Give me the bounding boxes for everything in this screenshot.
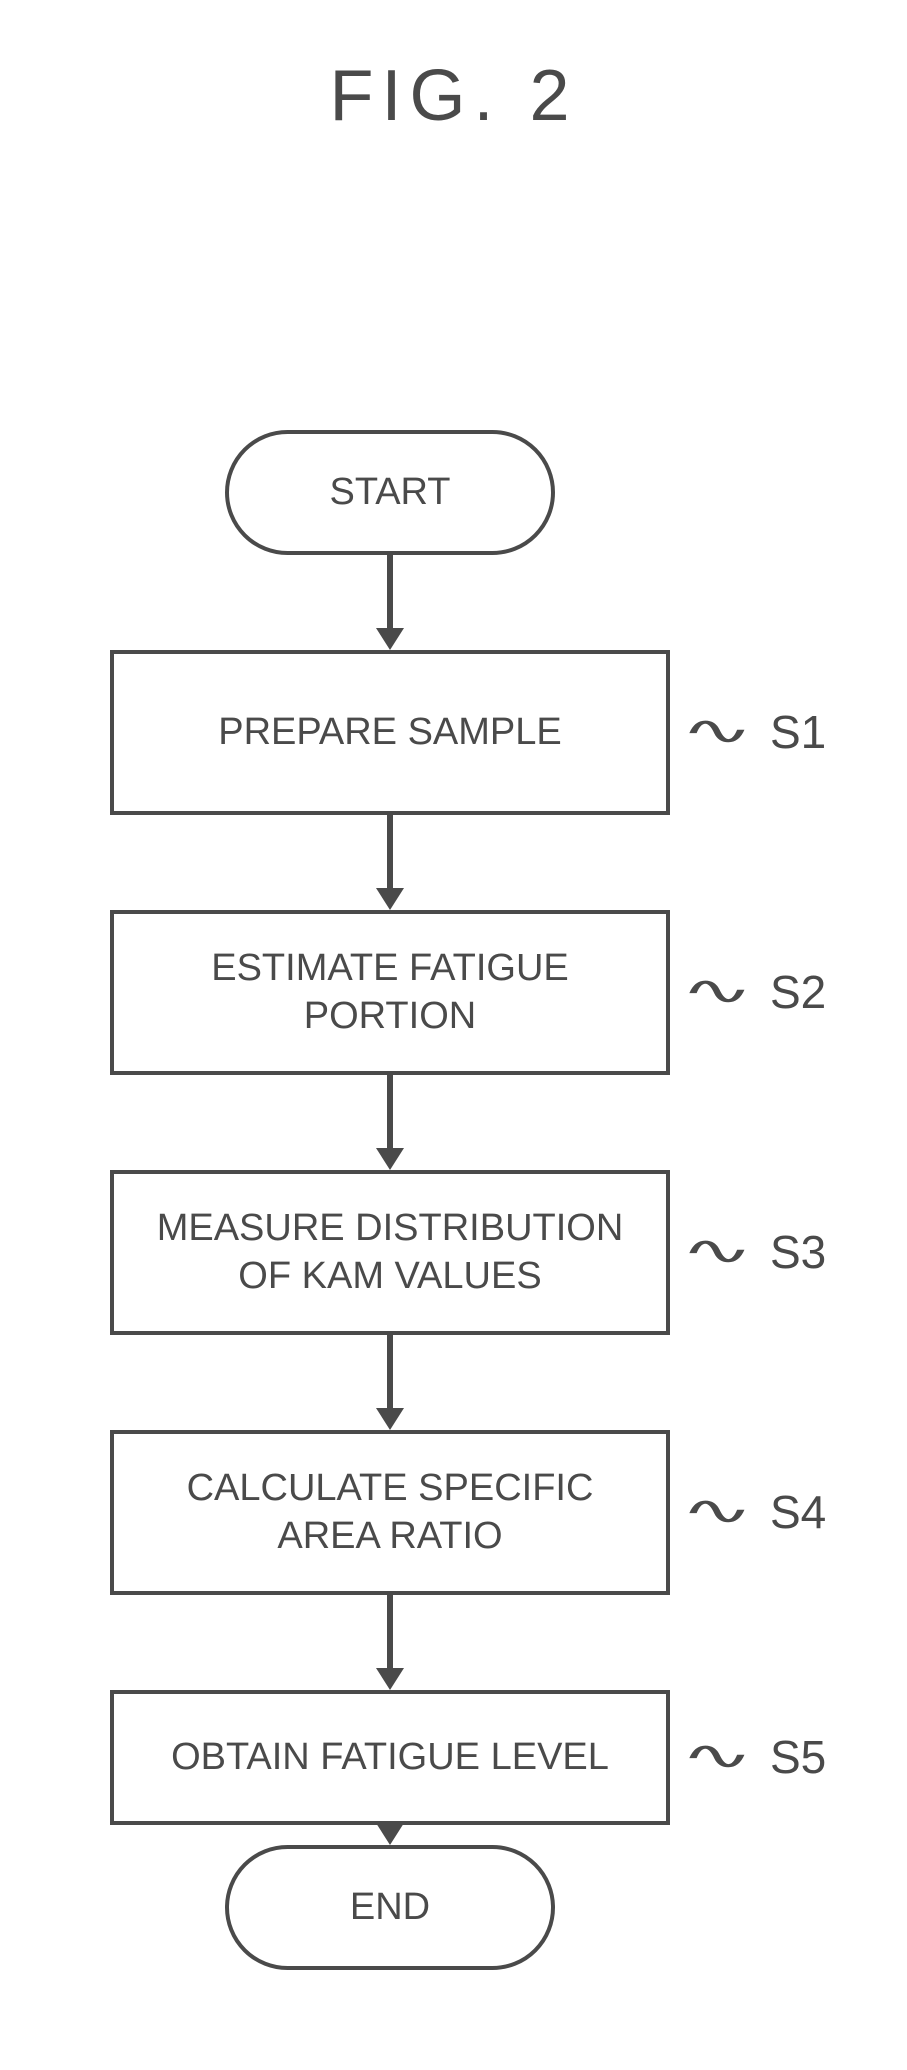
start-terminator: START bbox=[225, 430, 555, 555]
arrow-head-icon bbox=[376, 1408, 404, 1430]
tilde-connector: ∿ bbox=[680, 1736, 754, 1776]
end-label: END bbox=[350, 1886, 430, 1929]
process-step: PREPARE SAMPLE bbox=[110, 650, 670, 815]
process-step: ESTIMATE FATIGUE PORTION bbox=[110, 910, 670, 1075]
tilde-connector: ∿ bbox=[680, 1231, 754, 1271]
arrow-stem bbox=[387, 1595, 393, 1668]
step-label: S3 bbox=[770, 1225, 826, 1279]
process-step: MEASURE DISTRIBUTION OF KAM VALUES bbox=[110, 1170, 670, 1335]
tilde-connector: ∿ bbox=[680, 1491, 754, 1531]
figure-title: FIG. 2 bbox=[0, 55, 907, 137]
arrow-head-icon bbox=[376, 888, 404, 910]
step-label: S5 bbox=[770, 1730, 826, 1784]
end-terminator: END bbox=[225, 1845, 555, 1970]
tilde-connector: ∿ bbox=[680, 971, 754, 1011]
process-step: CALCULATE SPECIFIC AREA RATIO bbox=[110, 1430, 670, 1595]
start-label: START bbox=[329, 471, 450, 514]
process-step-text: ESTIMATE FATIGUE PORTION bbox=[211, 945, 569, 1040]
process-step: OBTAIN FATIGUE LEVEL bbox=[110, 1690, 670, 1825]
step-label: S4 bbox=[770, 1485, 826, 1539]
arrow-head-icon bbox=[376, 1148, 404, 1170]
arrow-head-icon bbox=[376, 1668, 404, 1690]
arrow-head-icon bbox=[376, 628, 404, 650]
step-label: S2 bbox=[770, 965, 826, 1019]
tilde-connector: ∿ bbox=[680, 711, 754, 751]
process-step-text: MEASURE DISTRIBUTION OF KAM VALUES bbox=[157, 1205, 624, 1300]
arrow-stem bbox=[387, 555, 393, 628]
process-step-text: OBTAIN FATIGUE LEVEL bbox=[171, 1734, 609, 1782]
arrow-stem bbox=[387, 1335, 393, 1408]
arrow-stem bbox=[387, 815, 393, 888]
arrow-stem bbox=[387, 1075, 393, 1148]
arrow-head-icon bbox=[376, 1823, 404, 1845]
process-step-text: PREPARE SAMPLE bbox=[218, 709, 562, 757]
step-label: S1 bbox=[770, 705, 826, 759]
process-step-text: CALCULATE SPECIFIC AREA RATIO bbox=[187, 1465, 594, 1560]
